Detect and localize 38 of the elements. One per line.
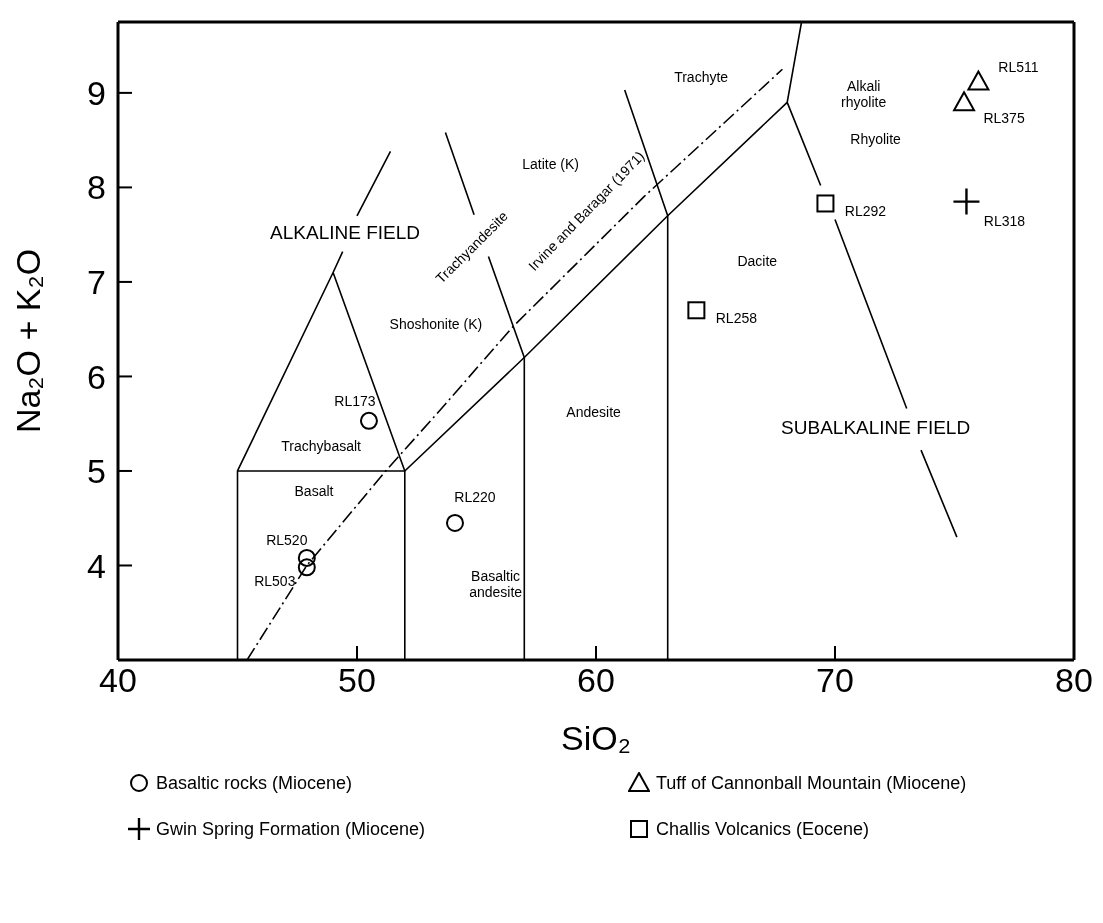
annotation: Shoshonite (K) (389, 316, 483, 333)
y-tick-label: 9 (87, 73, 106, 112)
annotation: Trachybasalt (281, 437, 362, 454)
annotation: RL292 (844, 203, 887, 220)
y-tick-label: 8 (87, 168, 106, 207)
x-tick-label: 70 (816, 661, 854, 700)
x-tick-label: 60 (577, 661, 615, 700)
annotation: RL318 (983, 213, 1026, 230)
legend-label: Basaltic rocks (Miocene) (156, 772, 353, 794)
annotation: RL173 (334, 392, 376, 409)
annotation: Basaltic andesite (469, 567, 523, 601)
x-tick-label: 50 (338, 661, 376, 700)
legend-label: Challis Volcanics (Eocene) (656, 818, 870, 840)
annotation: RL511 (998, 59, 1039, 76)
x-tick-label: 40 (99, 661, 137, 700)
annotation: Dacite (737, 253, 778, 270)
y-tick-label: 7 (87, 263, 106, 301)
annotation: Andesite (566, 404, 622, 421)
annotation: SUBALKALINE FIELD (781, 417, 971, 439)
annotation: Basalt (294, 483, 334, 500)
x-axis-title: SiO₂ (561, 719, 631, 757)
annotation: Latite (K) (522, 155, 579, 172)
annotation: Alkali rhyolite (841, 77, 887, 111)
y-tick-label: 4 (87, 546, 106, 585)
annotation: RL503 (254, 573, 296, 590)
legend-label: Gwin Spring Formation (Miocene) (156, 818, 426, 840)
annotation: RL258 (715, 310, 758, 327)
annotation: RL520 (266, 531, 308, 548)
x-tick-label: 80 (1055, 661, 1093, 700)
y-tick-label: 5 (87, 452, 106, 491)
annotation: Rhyolite (850, 131, 902, 148)
y-tick-label: 6 (87, 357, 106, 396)
annotation: Trachyte (674, 68, 729, 85)
annotation: ALKALINE FIELD (270, 221, 421, 243)
legend-label: Tuff of Cannonball Mountain (Miocene) (656, 772, 967, 794)
annotation: RL220 (454, 488, 496, 505)
annotation: RL375 (983, 110, 1025, 127)
y-axis-title: Na₂O + K₂O (9, 248, 47, 434)
